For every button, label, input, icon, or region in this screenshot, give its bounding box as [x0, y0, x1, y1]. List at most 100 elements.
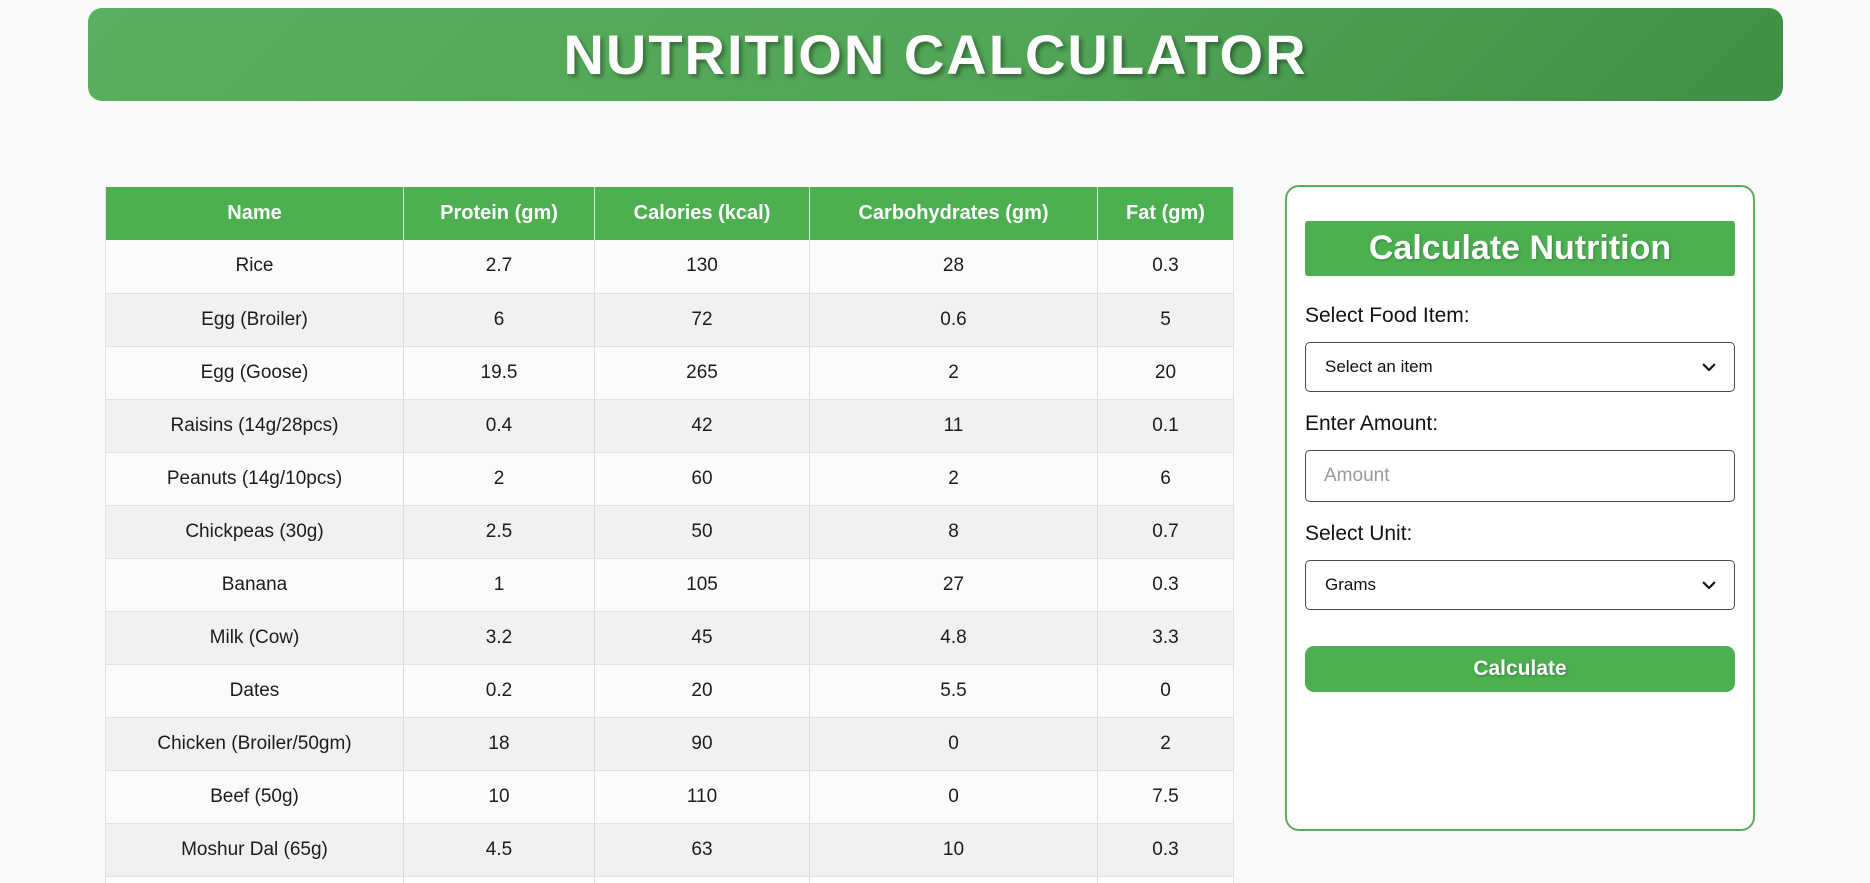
- amount-input[interactable]: [1305, 450, 1735, 502]
- table-cell: 2: [403, 452, 595, 506]
- table-row: Dates 0.2 20 5.5 0: [105, 664, 1234, 718]
- table-cell: 2.7: [403, 240, 595, 294]
- unit-select[interactable]: Grams: [1305, 560, 1735, 610]
- table-cell: Rice: [105, 240, 404, 294]
- food-table-container: Name Protein (gm) Calories (kcal) Carboh…: [105, 187, 1234, 883]
- table-cell: Chickpeas (30g): [105, 505, 404, 559]
- table-cell: Moshur Dal (65g): [105, 823, 404, 877]
- table-cell: 0.3: [1097, 823, 1234, 877]
- table-cell: 2.5: [403, 505, 595, 559]
- table-cell: Peanuts (14g/10pcs): [105, 452, 404, 506]
- food-item-select[interactable]: Select an item: [1305, 342, 1735, 392]
- calculate-button[interactable]: Calculate: [1305, 646, 1735, 692]
- table-cell: Banana: [105, 558, 404, 612]
- amount-label: Enter Amount:: [1305, 412, 1439, 435]
- table-cell: 105: [594, 558, 810, 612]
- table-row: Raisins (14g/28pcs) 0.4 42 11 0.1: [105, 399, 1234, 453]
- table-cell: 28: [809, 240, 1098, 294]
- table-cell: 45: [594, 611, 810, 665]
- food-item-select-value: Select an item: [1325, 357, 1433, 376]
- table-cell: 0.2: [403, 664, 595, 718]
- table-cell: 0.3: [1097, 558, 1234, 612]
- table-cell: 2: [809, 452, 1098, 506]
- table-cell: 0: [809, 770, 1098, 824]
- table-cell: Beef (50g): [105, 770, 404, 824]
- table-cell: 0.3: [1097, 240, 1234, 294]
- table-cell: 6: [1097, 452, 1234, 506]
- table-cell: 19.5: [403, 346, 595, 400]
- table-cell: 27: [809, 558, 1098, 612]
- table-cell: 2: [1097, 717, 1234, 771]
- table-cell: 2: [809, 346, 1098, 400]
- table-cell: 5.5: [809, 664, 1098, 718]
- table-cell: 8: [809, 505, 1098, 559]
- calculator-panel-header: Calculate Nutrition: [1305, 221, 1735, 276]
- table-cell: Egg (Broiler): [105, 293, 404, 347]
- table-cell: 1: [403, 558, 595, 612]
- column-header-calories: Calories (kcal): [594, 187, 810, 240]
- table-cell: Dates: [105, 664, 404, 718]
- table-row: Milk (Cow) 3.2 45 4.8 3.3: [105, 611, 1234, 665]
- column-header-fat: Fat (gm): [1097, 187, 1234, 240]
- table-row-partial: [105, 876, 1234, 883]
- chevron-down-icon: [1702, 363, 1716, 372]
- table-cell: [809, 876, 1098, 883]
- table-row: Chickpeas (30g) 2.5 50 8 0.7: [105, 505, 1234, 559]
- table-cell: Egg (Goose): [105, 346, 404, 400]
- food-table-body: Rice 2.7 130 28 0.3 Egg (Broiler) 6 72 0.6 5 Egg (…: [105, 240, 1234, 883]
- table-cell: 20: [594, 664, 810, 718]
- table-cell: Chicken (Broiler/50gm): [105, 717, 404, 771]
- chevron-down-icon: [1702, 581, 1716, 590]
- table-cell: 4.5: [403, 823, 595, 877]
- table-cell: 4.8: [809, 611, 1098, 665]
- table-row: Chicken (Broiler/50gm) 18 90 0 2: [105, 717, 1234, 771]
- table-cell: 0: [809, 717, 1098, 771]
- table-cell: [594, 876, 810, 883]
- table-cell: Raisins (14g/28pcs): [105, 399, 404, 453]
- table-row: Banana 1 105 27 0.3: [105, 558, 1234, 612]
- calculator-panel: Calculate Nutrition Select Food Item: Se…: [1285, 185, 1755, 831]
- table-cell: 18: [403, 717, 595, 771]
- app-header-banner: NUTRITION CALCULATOR: [88, 8, 1783, 101]
- column-header-name: Name: [105, 187, 404, 240]
- table-cell: [403, 876, 595, 883]
- page-title: NUTRITION CALCULATOR: [563, 23, 1308, 86]
- table-cell: 265: [594, 346, 810, 400]
- table-cell: 6: [403, 293, 595, 347]
- calculator-title: Calculate Nutrition: [1368, 229, 1672, 267]
- table-row: Rice 2.7 130 28 0.3: [105, 240, 1234, 294]
- table-cell: 60: [594, 452, 810, 506]
- food-item-label: Select Food Item:: [1305, 304, 1470, 327]
- table-cell: 10: [809, 823, 1098, 877]
- table-header-row: Name Protein (gm) Calories (kcal) Carboh…: [105, 187, 1234, 240]
- table-cell: 0: [1097, 664, 1234, 718]
- table-cell: 63: [594, 823, 810, 877]
- table-cell: 0.6: [809, 293, 1098, 347]
- table-cell: 50: [594, 505, 810, 559]
- table-cell: 3.2: [403, 611, 595, 665]
- unit-select-value: Grams: [1325, 575, 1376, 594]
- table-row: Egg (Goose) 19.5 265 2 20: [105, 346, 1234, 400]
- table-row: Egg (Broiler) 6 72 0.6 5: [105, 293, 1234, 347]
- table-cell: 42: [594, 399, 810, 453]
- table-cell: 3.3: [1097, 611, 1234, 665]
- table-cell: 130: [594, 240, 810, 294]
- table-cell: 0.1: [1097, 399, 1234, 453]
- table-cell: 0.4: [403, 399, 595, 453]
- table-cell: 0.7: [1097, 505, 1234, 559]
- table-cell: Milk (Cow): [105, 611, 404, 665]
- table-cell: 5: [1097, 293, 1234, 347]
- table-cell: 110: [594, 770, 810, 824]
- food-table: Name Protein (gm) Calories (kcal) Carboh…: [105, 187, 1234, 883]
- table-row: Moshur Dal (65g) 4.5 63 10 0.3: [105, 823, 1234, 877]
- table-row: Peanuts (14g/10pcs) 2 60 2 6: [105, 452, 1234, 506]
- column-header-carbohydrates: Carbohydrates (gm): [809, 187, 1098, 240]
- table-cell: 11: [809, 399, 1098, 453]
- table-cell: [1097, 876, 1234, 883]
- table-cell: 10: [403, 770, 595, 824]
- table-cell: 20: [1097, 346, 1234, 400]
- table-cell: 7.5: [1097, 770, 1234, 824]
- unit-label: Select Unit:: [1305, 522, 1413, 545]
- table-cell: 72: [594, 293, 810, 347]
